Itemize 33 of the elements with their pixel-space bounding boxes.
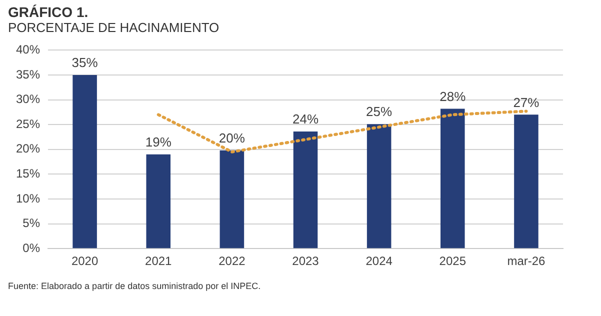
- data-label: 19%: [145, 134, 172, 150]
- y-tick-label: 25%: [16, 116, 40, 131]
- data-label: 20%: [218, 130, 246, 146]
- data-label: 25%: [366, 104, 393, 120]
- y-tick-label: 15%: [16, 166, 40, 181]
- x-tick-label: 2021: [145, 254, 172, 268]
- bar: [220, 150, 244, 248]
- y-tick-label: 35%: [16, 67, 40, 82]
- x-tick-label: 2024: [366, 254, 393, 268]
- x-tick-label: 2023: [292, 254, 320, 268]
- bar: [514, 114, 538, 248]
- data-label: 35%: [72, 55, 98, 70]
- bar: [366, 124, 392, 248]
- x-tick-label: 2020: [71, 254, 98, 268]
- y-tick-label: 5%: [22, 216, 40, 230]
- data-label: 28%: [440, 88, 466, 104]
- x-tick-label: 2025: [439, 254, 466, 268]
- bar: [72, 75, 97, 248]
- y-tick-label: 40%: [16, 42, 40, 57]
- y-tick-label: 30%: [16, 92, 40, 106]
- data-label: 27%: [513, 94, 540, 110]
- source-note: Fuente: Elaborado a partir de datos suministrado por el INPEC.: [8, 281, 262, 291]
- bar: [293, 132, 318, 248]
- y-tick-label: 0%: [22, 240, 40, 255]
- chart-subtitle: PORCENTAJE DE HACINAMIENTO: [8, 20, 220, 35]
- x-tick-label: mar-26: [507, 254, 546, 268]
- data-label: 24%: [292, 112, 319, 127]
- x-tick-label: 2022: [218, 254, 246, 268]
- y-tick-label: 10%: [16, 191, 40, 206]
- bar: [146, 154, 171, 248]
- chart-title: GRÁFICO 1.: [8, 4, 90, 20]
- bar: [440, 108, 465, 248]
- y-tick-label: 20%: [16, 142, 40, 156]
